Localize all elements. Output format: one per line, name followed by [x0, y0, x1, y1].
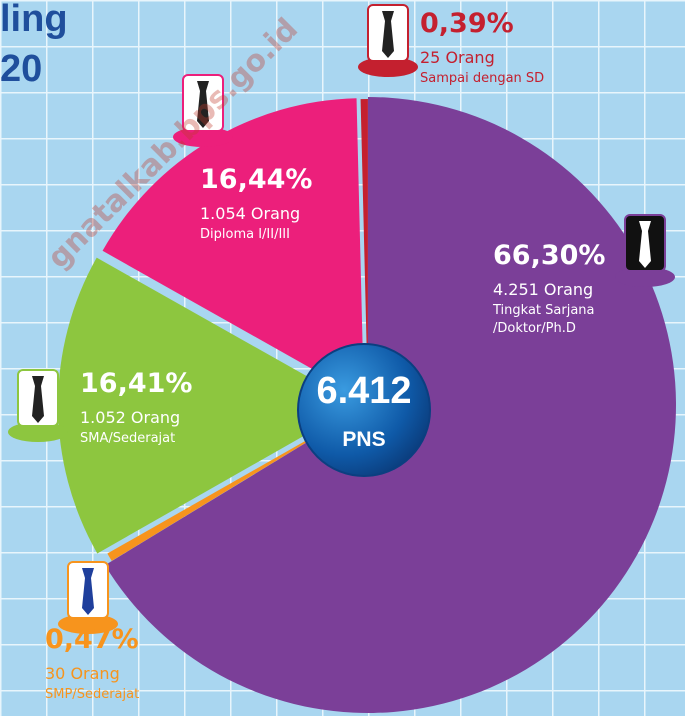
category-label: SMA/Sederajat: [80, 431, 176, 446]
count-label: 30 Orang: [45, 664, 120, 683]
count-label: 1.052 Orang: [80, 408, 181, 427]
tie-icon: [639, 221, 651, 268]
pie-slice: [58, 257, 359, 554]
count-label: 1.054 Orang: [200, 204, 301, 223]
category-label: Sampai dengan SD: [420, 71, 545, 86]
count-label: 25 Orang: [420, 48, 495, 67]
tie-icon: [82, 568, 94, 615]
center-label: PNS: [342, 428, 385, 451]
category-label: Tingkat Sarjana /Doktor/Ph.D: [493, 303, 595, 336]
center-value: 6.412: [316, 370, 411, 412]
tie-icon: [32, 376, 44, 423]
center-disc: [297, 343, 431, 477]
value-label: 66,30%: [493, 240, 606, 271]
category-label: Diploma I/II/III: [200, 227, 290, 242]
pie-slice: [360, 99, 368, 400]
value-label: 16,44%: [200, 164, 313, 195]
value-label: 16,41%: [80, 368, 193, 399]
category-label: SMP/Sederajat: [45, 687, 140, 702]
value-label: 0,39%: [420, 8, 514, 39]
tie-icon: [382, 11, 394, 58]
title-line: 20: [0, 48, 43, 90]
title-line: ling: [0, 0, 68, 40]
pie-slice: [107, 410, 360, 561]
icons: [8, 4, 675, 634]
pie-slice: [102, 98, 364, 399]
count-label: 4.251 Orang: [493, 280, 594, 299]
tie-icon: [197, 81, 209, 128]
value-label: 0,47%: [45, 624, 139, 655]
